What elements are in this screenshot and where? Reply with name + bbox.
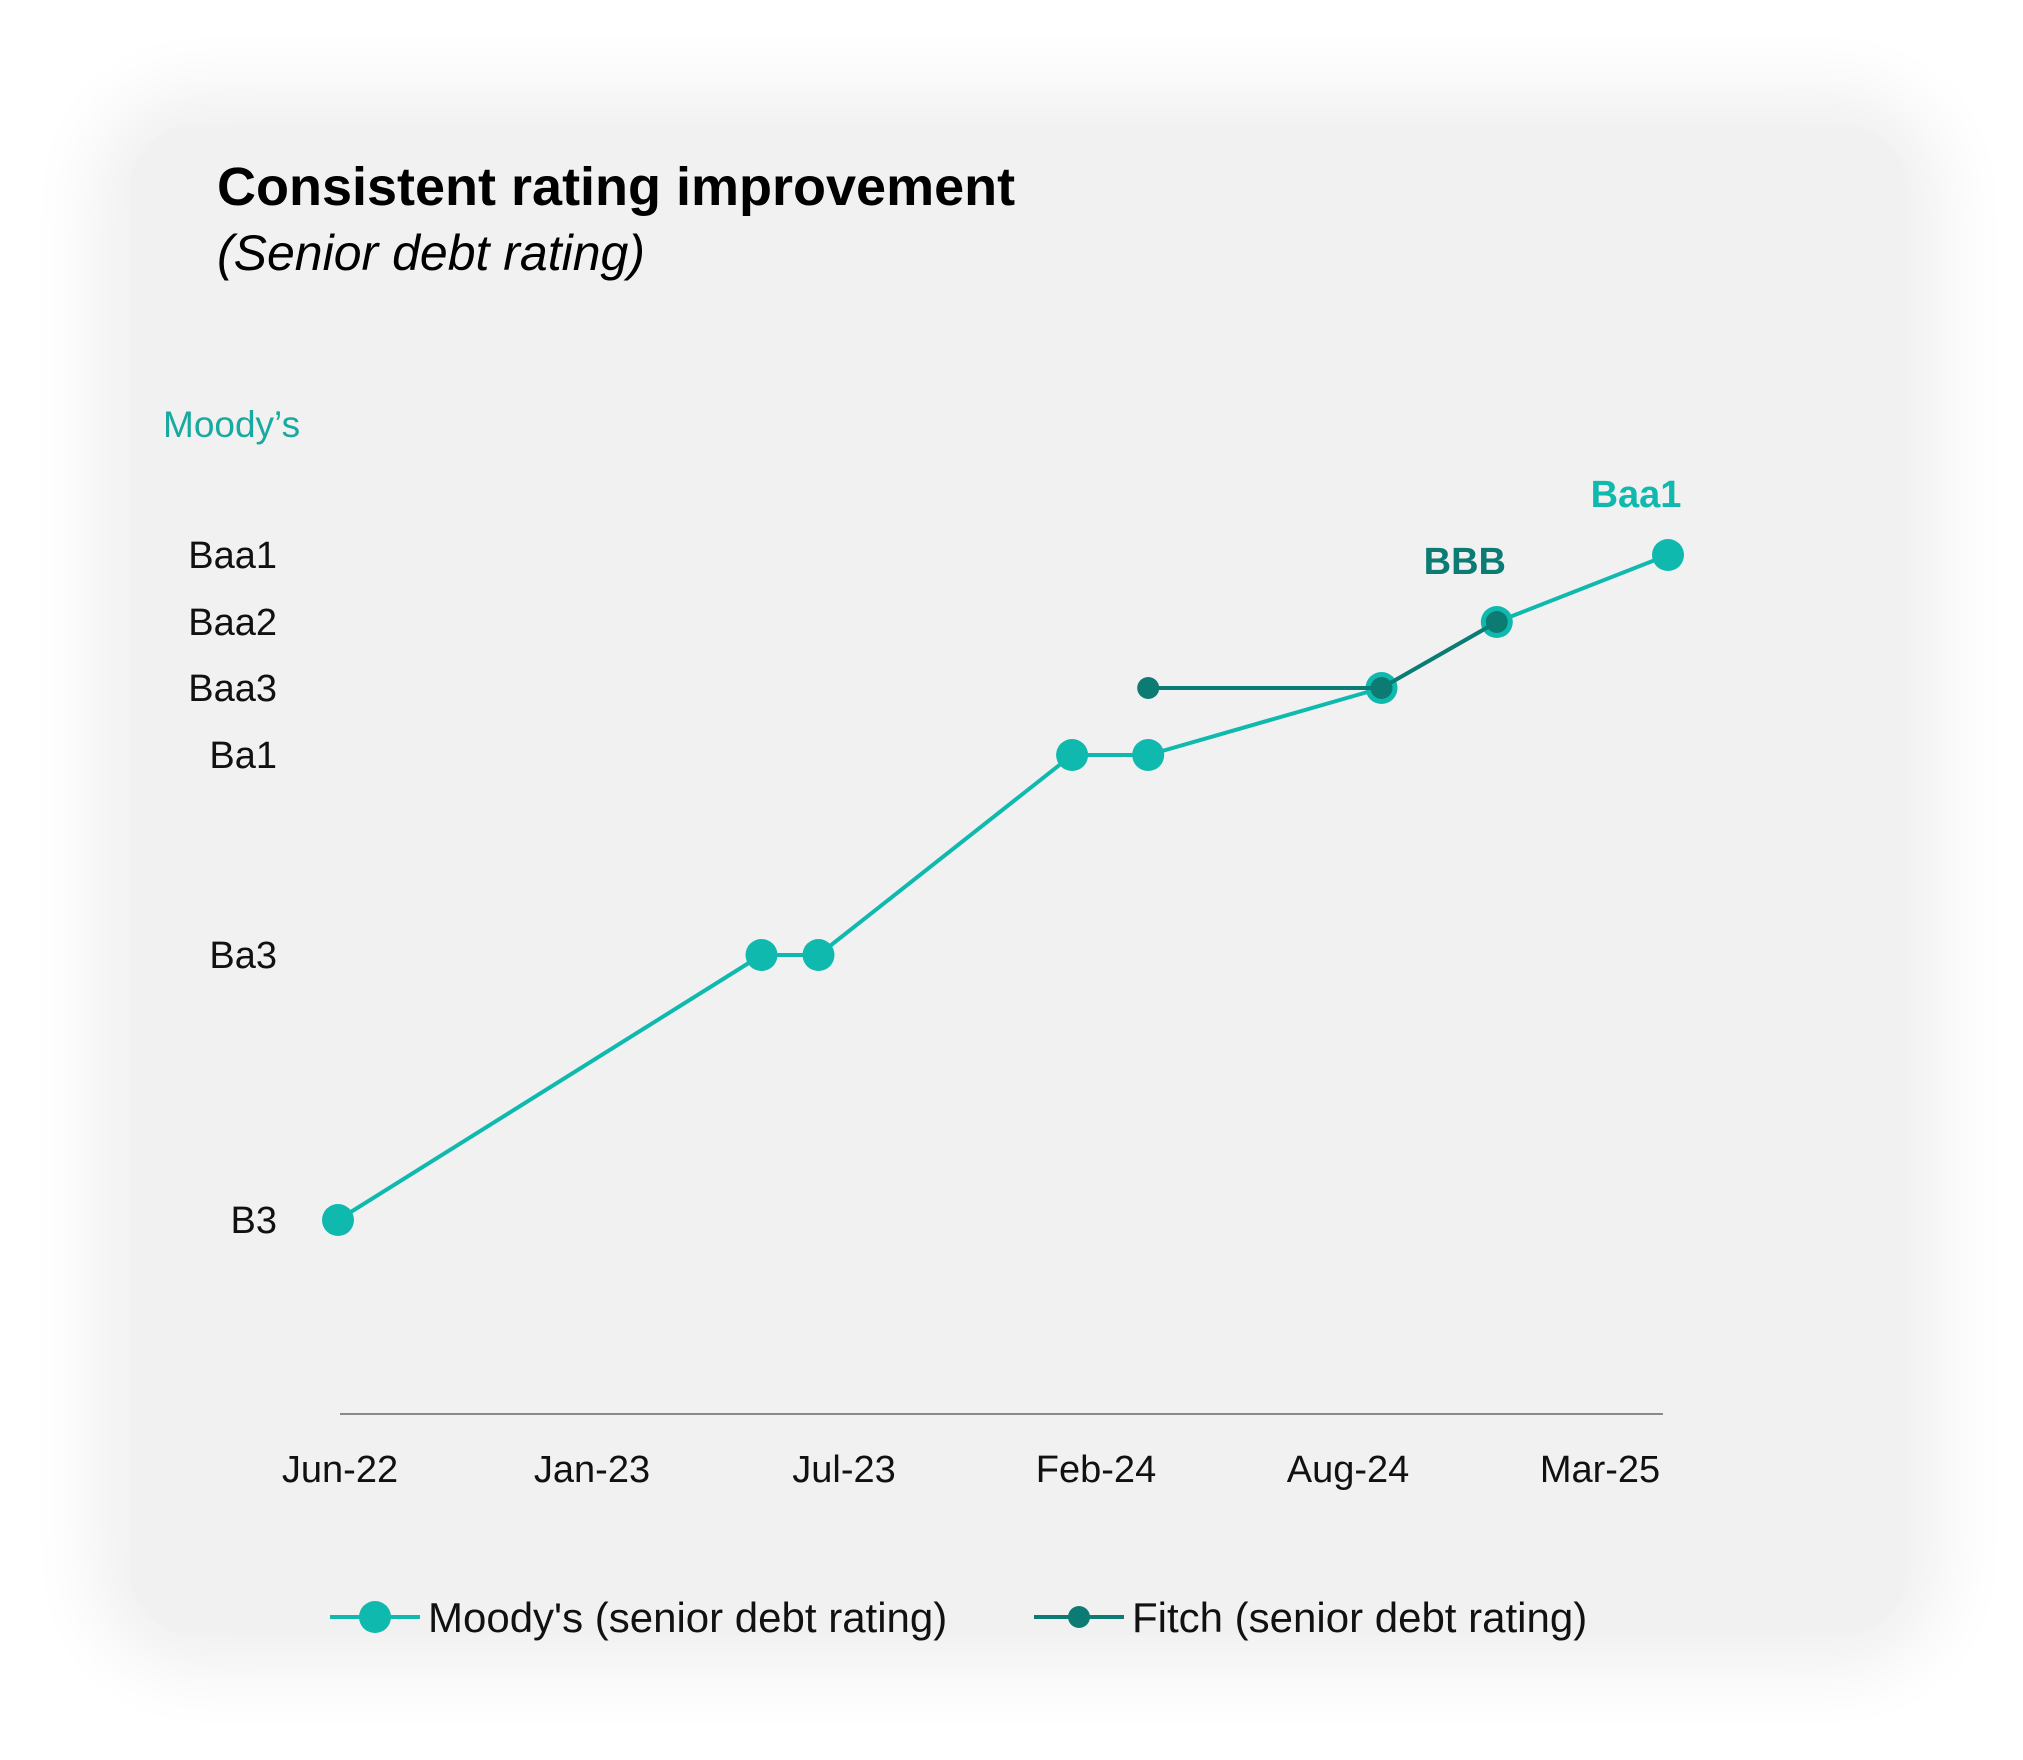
x-tick-mar-25: Mar-25: [1540, 1449, 1660, 1491]
y-tick-baa2: Baa2: [188, 602, 277, 644]
x-tick-feb-24: Feb-24: [1036, 1449, 1156, 1491]
data-point-moodys-0: [322, 1204, 354, 1236]
y-tick-baa1: Baa1: [188, 535, 277, 577]
legend-item-fitch[interactable]: Fitch (senior debt rating): [1034, 1594, 1587, 1641]
legend: Moody's (senior debt rating) Fitch (seni…: [330, 1594, 1587, 1641]
annotation-bbb: BBB: [1424, 541, 1506, 583]
annotations: BBB Baa1: [1424, 474, 1682, 583]
series-line-fitch: [1148, 620, 1498, 690]
data-point-fitch-2: [1485, 611, 1508, 633]
chart-title: Consistent rating improvement: [217, 157, 1015, 217]
y-tick-ba3: Ba3: [209, 935, 277, 977]
legend-moodys-marker-icon: [359, 1601, 391, 1633]
x-tick-jan-23: Jan-23: [534, 1449, 650, 1491]
series-layer: [322, 539, 1684, 1236]
x-tick-jul-23: Jul-23: [792, 1449, 896, 1491]
x-tick-aug-24: Aug-24: [1287, 1449, 1410, 1491]
data-point-moodys-7: [1652, 539, 1684, 571]
y-tick-ba1: Ba1: [209, 735, 277, 777]
legend-item-moodys[interactable]: Moody's (senior debt rating): [330, 1594, 947, 1641]
y-axis-title: Moody’s: [163, 404, 300, 445]
data-point-moodys-3: [1056, 739, 1089, 771]
data-point-fitch-0: [1137, 677, 1160, 699]
series-line-moodys: [336, 553, 1669, 1222]
y-tick-b3: B3: [231, 1200, 277, 1242]
chart-subtitle: (Senior debt rating): [217, 225, 645, 281]
legend-fitch-label: Fitch (senior debt rating): [1132, 1594, 1587, 1641]
y-tick-baa3: Baa3: [188, 668, 277, 710]
chart-card: [130, 125, 1908, 1635]
y-tick-labels: B3 Ba3 Ba1 Baa3 Baa2 Baa1: [188, 535, 277, 1242]
x-tick-labels: Jun-22 Jan-23 Jul-23 Feb-24 Aug-24 Mar-25: [282, 1449, 1660, 1491]
data-point-fitch-1: [1370, 677, 1393, 699]
x-tick-jun-22: Jun-22: [282, 1449, 398, 1491]
data-point-moodys-1: [745, 939, 778, 971]
legend-moodys-label: Moody's (senior debt rating): [428, 1594, 947, 1641]
data-point-moodys-2: [802, 939, 835, 971]
legend-fitch-marker-icon: [1068, 1606, 1090, 1628]
annotation-baa1: Baa1: [1591, 474, 1682, 516]
data-point-moodys-4: [1132, 739, 1165, 771]
